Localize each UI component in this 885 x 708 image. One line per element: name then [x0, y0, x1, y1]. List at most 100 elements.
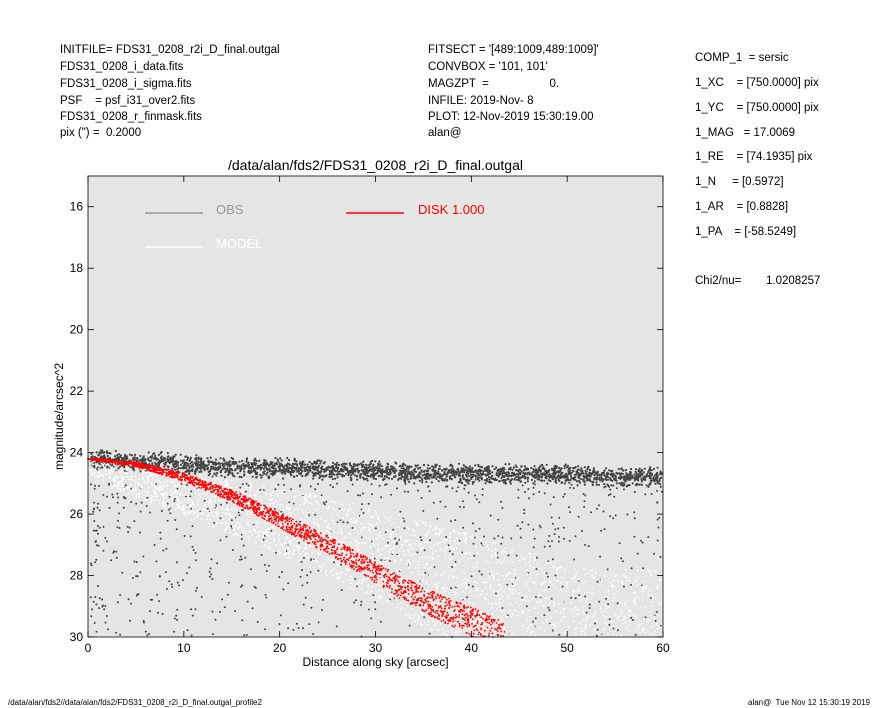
obs-point — [208, 575, 211, 578]
obs-point — [231, 549, 234, 551]
model-point — [398, 568, 401, 571]
obs-point — [96, 525, 99, 527]
obs-point — [293, 467, 296, 470]
model-point — [526, 630, 528, 632]
obs-point — [357, 471, 360, 474]
obs-point — [437, 470, 440, 473]
model-point — [330, 558, 333, 560]
obs-point — [595, 483, 598, 486]
obs-point — [532, 468, 535, 471]
model-point — [166, 493, 169, 496]
model-point — [298, 490, 300, 493]
model-point — [576, 586, 579, 589]
model-point — [452, 628, 455, 631]
model-point — [553, 625, 556, 628]
obs-point — [142, 621, 145, 624]
model-point — [616, 617, 619, 620]
model-point — [651, 625, 654, 627]
model-point — [277, 495, 279, 497]
obs-point — [449, 475, 452, 478]
obs-point — [547, 606, 550, 609]
obs-point — [95, 544, 98, 547]
obs-point — [560, 472, 563, 475]
model-point — [197, 515, 200, 517]
model-point — [464, 539, 466, 542]
obs-point — [166, 502, 169, 505]
obs-point — [348, 471, 351, 474]
model-point — [461, 571, 463, 574]
model-point — [119, 488, 121, 490]
model-point — [172, 478, 175, 481]
model-point — [373, 549, 375, 552]
obs-point — [215, 462, 218, 465]
obs-point — [195, 458, 198, 461]
model-point — [491, 613, 494, 615]
model-point — [417, 536, 420, 538]
obs-point — [601, 480, 604, 483]
obs-point — [619, 483, 622, 486]
obs-point — [137, 593, 140, 596]
model-point — [593, 614, 595, 617]
obs-point — [97, 544, 100, 547]
obs-point — [274, 507, 276, 510]
obs-point — [615, 482, 618, 485]
obs-point — [219, 471, 223, 474]
obs-point — [533, 483, 536, 486]
obs-point — [654, 482, 657, 485]
model-point — [368, 537, 371, 540]
obs-point — [92, 510, 95, 513]
obs-point — [240, 464, 243, 467]
model-point — [295, 540, 298, 543]
model-point — [131, 494, 134, 497]
obs-point — [165, 547, 168, 550]
model-point — [650, 595, 652, 598]
model-point — [500, 619, 503, 622]
model-point — [619, 635, 622, 637]
obs-point — [273, 462, 276, 465]
model-point — [307, 495, 309, 498]
model-point — [144, 468, 147, 471]
model-point — [303, 503, 305, 505]
model-point — [560, 566, 563, 568]
model-point — [453, 539, 456, 542]
model-point — [543, 590, 545, 592]
obs-point — [317, 569, 320, 572]
model-point — [248, 535, 251, 538]
model-point — [497, 584, 500, 587]
model-point — [448, 624, 451, 627]
model-point — [508, 601, 510, 604]
obs-point — [93, 622, 96, 624]
obs-point — [433, 566, 436, 568]
obs-point — [480, 542, 483, 545]
obs-point — [312, 474, 315, 478]
model-point — [146, 491, 149, 493]
model-point — [497, 621, 500, 624]
obs-point — [460, 467, 463, 470]
obs-point — [184, 455, 187, 458]
obs-point — [458, 480, 461, 483]
model-point — [530, 631, 532, 633]
obs-point — [134, 453, 137, 456]
model-point — [261, 535, 264, 538]
obs-point — [543, 479, 546, 482]
obs-point — [376, 466, 379, 469]
obs-point — [625, 477, 628, 480]
chi2-label: Chi2/nu= — [695, 275, 742, 287]
obs-point — [130, 602, 132, 605]
model-point — [154, 485, 157, 488]
obs-point — [554, 479, 558, 482]
model-point — [512, 585, 514, 587]
obs-point — [367, 475, 370, 478]
obs-point — [186, 572, 188, 575]
model-point — [247, 536, 249, 539]
obs-point — [403, 520, 406, 523]
model-point — [224, 483, 227, 486]
model-point — [447, 577, 449, 580]
obs-point — [225, 501, 228, 504]
model-point — [582, 605, 584, 607]
model-point — [593, 576, 596, 578]
model-point — [304, 519, 307, 521]
obs-point — [382, 478, 385, 481]
model-point — [404, 540, 407, 543]
model-point — [377, 590, 380, 592]
